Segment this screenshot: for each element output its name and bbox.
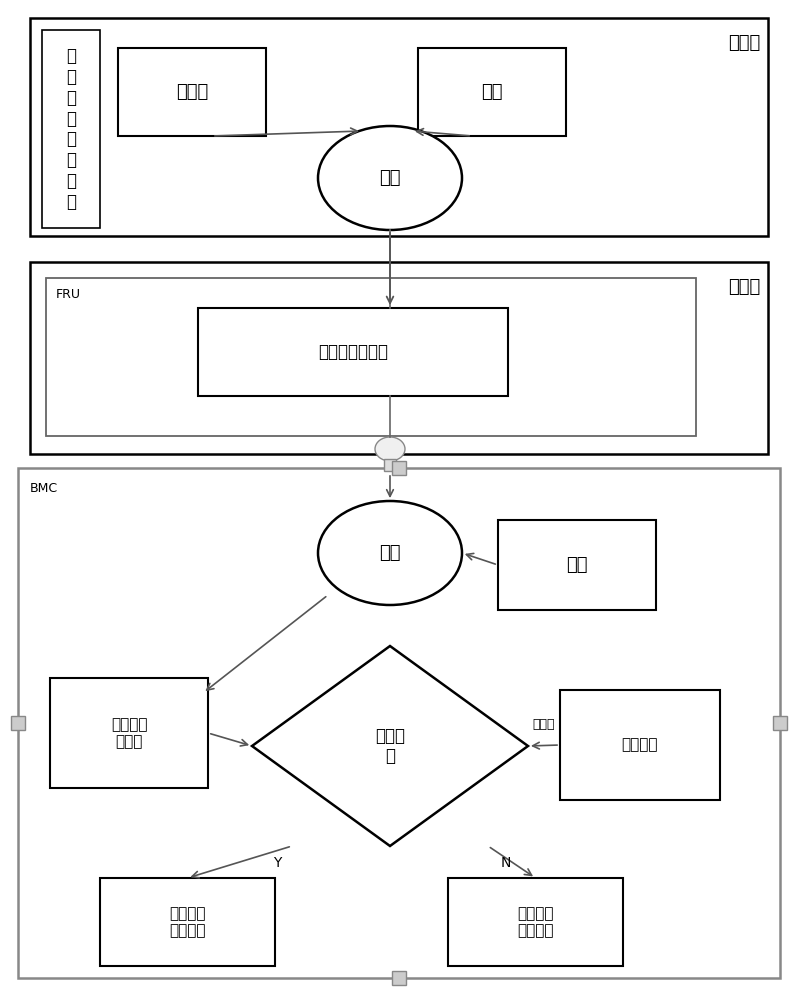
Bar: [42, 30, 100, 228]
Polygon shape: [252, 646, 528, 846]
Text: 密钥: 密钥: [481, 83, 503, 101]
Text: Y: Y: [272, 856, 281, 870]
Bar: [46, 278, 696, 436]
Bar: [392, 971, 406, 985]
Bar: [448, 878, 623, 966]
Text: 加密: 加密: [380, 169, 401, 187]
Text: 密钥: 密钥: [566, 556, 588, 574]
Text: 基
准
值
及
正
措
模
块: 基 准 值 及 正 措 模 块: [66, 47, 76, 211]
Text: 基准值: 基准值: [176, 83, 208, 101]
Text: 认证失败
关机操作: 认证失败 关机操作: [517, 906, 554, 938]
Text: 认证成功
继续操作: 认证成功 继续操作: [169, 906, 206, 938]
Text: 加密后的基准值: 加密后的基准值: [318, 343, 388, 361]
Text: 服务器: 服务器: [728, 278, 760, 296]
Bar: [392, 461, 406, 475]
Text: 客户端: 客户端: [728, 34, 760, 52]
Bar: [18, 468, 780, 978]
Text: 度量值: 度量值: [533, 718, 555, 731]
Bar: [100, 878, 275, 966]
Bar: [498, 520, 656, 610]
Bar: [773, 716, 787, 730]
Ellipse shape: [318, 126, 462, 230]
Text: BMC: BMC: [30, 482, 58, 495]
Bar: [560, 690, 720, 800]
Bar: [384, 459, 396, 471]
Bar: [30, 18, 768, 236]
Bar: [198, 308, 508, 396]
Text: FRU: FRU: [56, 288, 81, 301]
Bar: [118, 48, 266, 136]
Bar: [30, 262, 768, 454]
Ellipse shape: [318, 501, 462, 605]
Text: 验证模
块: 验证模 块: [375, 727, 405, 765]
Bar: [11, 716, 25, 730]
Text: 度里模块: 度里模块: [622, 738, 658, 752]
Text: N: N: [501, 856, 511, 870]
Text: 解密后的
基准值: 解密后的 基准值: [111, 717, 147, 749]
Bar: [418, 48, 566, 136]
Bar: [50, 678, 208, 788]
Ellipse shape: [375, 437, 405, 461]
Text: 解密: 解密: [380, 544, 401, 562]
